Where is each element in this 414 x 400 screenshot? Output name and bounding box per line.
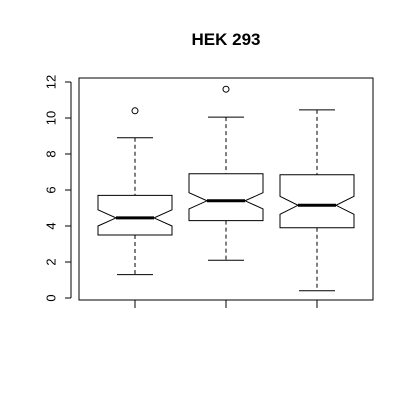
y-tick-label: 8 — [43, 150, 58, 157]
x-axis — [134, 300, 318, 308]
chart-title: HEK 293 — [191, 30, 261, 49]
notched-box — [97, 194, 173, 236]
box-group — [97, 107, 173, 276]
box-group — [279, 109, 355, 292]
outlier-point — [222, 85, 230, 93]
outlier-point — [131, 107, 139, 115]
y-tick-label: 6 — [43, 186, 58, 193]
box-group — [188, 85, 264, 261]
notched-box — [188, 173, 264, 222]
y-tick-label: 12 — [43, 75, 58, 89]
y-tick-label: 4 — [43, 222, 58, 229]
y-tick-label: 0 — [43, 294, 58, 301]
y-axis: 0 2 4 6 8 10 12 — [43, 75, 72, 302]
notched-box — [279, 174, 355, 229]
y-tick-label: 10 — [43, 111, 58, 125]
boxes — [97, 85, 355, 292]
y-tick-label: 2 — [43, 258, 58, 265]
